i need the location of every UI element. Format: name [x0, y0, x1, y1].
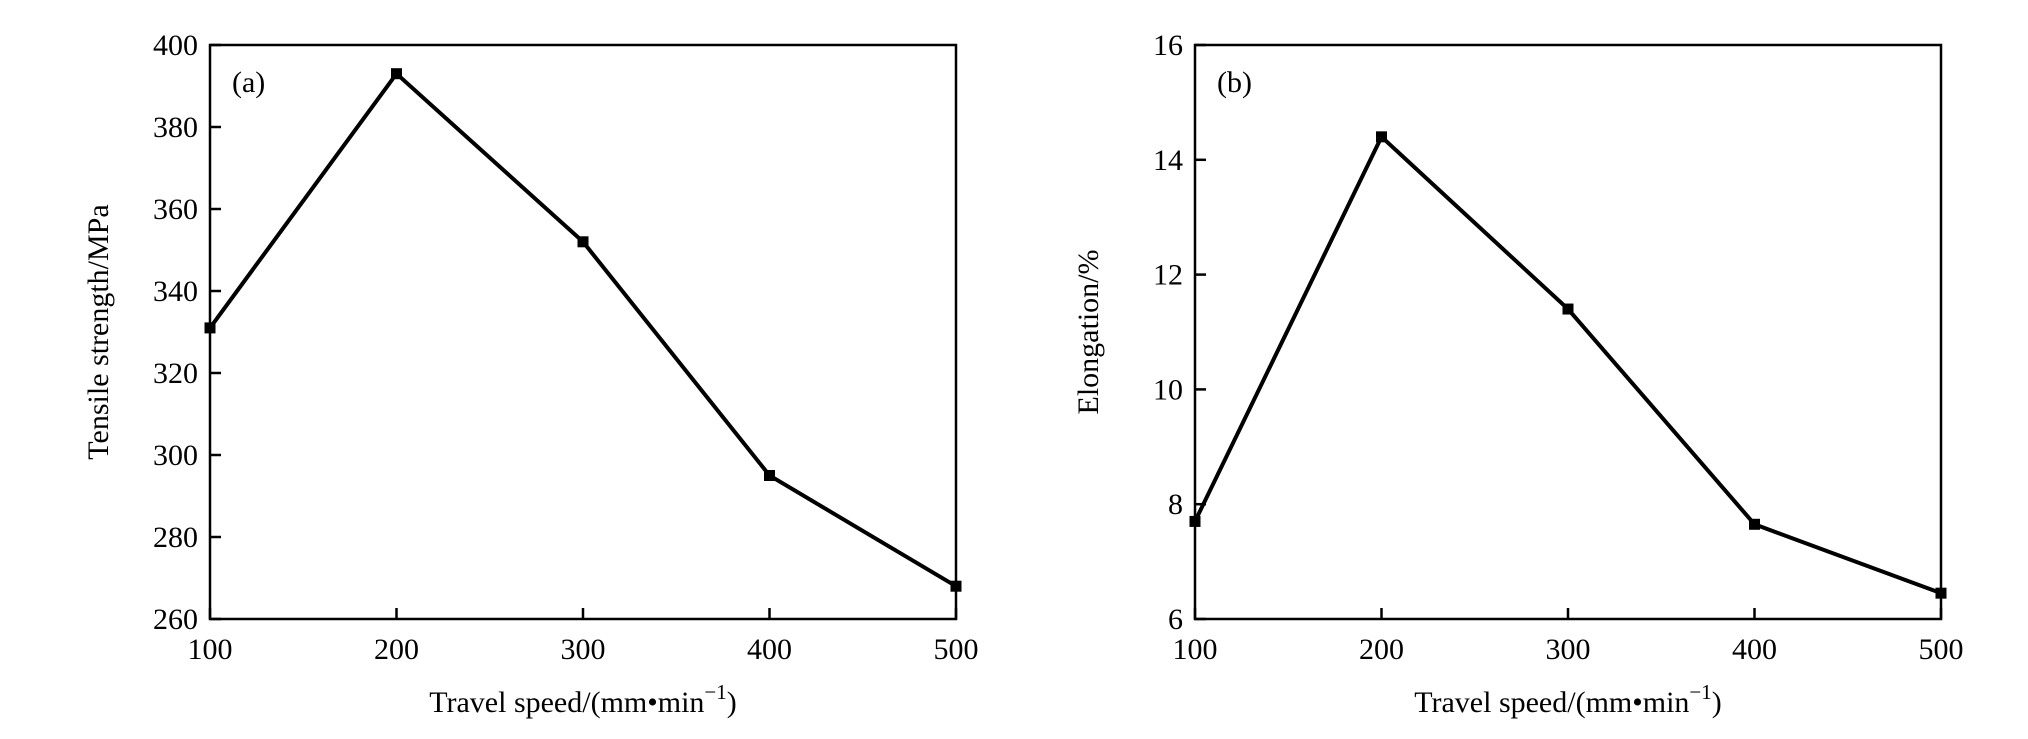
- x-tick-label-b-2: 300: [1546, 633, 1591, 666]
- series-line-b: [1193, 133, 1942, 596]
- y-tick-label-b-5: 16: [1153, 29, 1183, 62]
- markers-b: [1189, 131, 1947, 599]
- y-tick-label-b-2: 10: [1153, 373, 1183, 406]
- data-point-a-2: [577, 236, 589, 248]
- data-point-b-3: [1749, 518, 1760, 530]
- y-axis-title-a: Tensile strength/MPa: [82, 204, 115, 459]
- axis-ticks-b: 100 200 300 400 500 6 8 10 12 14 16: [1153, 29, 1964, 666]
- panel-label-a: (a): [232, 66, 265, 99]
- panel-label-b: (b): [1217, 66, 1252, 99]
- y-tick-label-a-3: 320: [153, 357, 198, 390]
- y-tick-label-b-1: 8: [1168, 488, 1183, 521]
- x-tick-label-a-1: 200: [374, 633, 419, 666]
- y-tick-label-a-7: 400: [153, 29, 198, 62]
- data-point-a-4: [950, 580, 962, 592]
- x-axis-title-b: Travel speed/(mm•min−1): [1414, 680, 1722, 719]
- y-tick-label-a-5: 360: [153, 193, 198, 226]
- x-tick-label-a-3: 400: [747, 633, 792, 666]
- y-tick-label-a-2: 300: [153, 439, 198, 472]
- axis-ticks-a: 100 200 300 400 500 260 280 300 320 340 360 380 400: [153, 29, 979, 666]
- y-tick-label-a-6: 380: [153, 111, 198, 144]
- data-point-b-0: [1189, 515, 1201, 527]
- y-tick-label-a-1: 280: [153, 521, 198, 554]
- x-tick-label-a-4: 500: [934, 633, 979, 666]
- panel-a: (a) Tensile strength/MPa Travel speed/(m…: [82, 29, 979, 719]
- x-tick-label-b-3: 400: [1732, 633, 1777, 666]
- data-point-b-4: [1935, 587, 1947, 599]
- markers-a: [204, 68, 962, 592]
- plot-frame-a: [208, 43, 958, 621]
- data-point-a-1: [391, 68, 402, 80]
- plot-frame-b: [1193, 43, 1943, 621]
- y-tick-label-b-3: 12: [1153, 259, 1183, 292]
- x-tick-label-a-2: 300: [561, 633, 606, 666]
- y-axis-title-b: Elongation/%: [1072, 250, 1105, 415]
- data-point-b-2: [1562, 303, 1574, 315]
- panel-b: (b) Elongation/% Travel speed/(mm•min−1)…: [1072, 29, 1964, 719]
- y-tick-label-b-4: 14: [1153, 144, 1183, 177]
- x-axis-title-a: Travel speed/(mm•min−1): [429, 680, 737, 719]
- x-tick-label-b-1: 200: [1359, 633, 1404, 666]
- data-point-a-3: [764, 470, 775, 481]
- data-point-b-1: [1376, 131, 1387, 143]
- x-tick-label-b-4: 500: [1919, 633, 1964, 666]
- x-tick-label-a-0: 100: [188, 633, 233, 666]
- y-tick-label-a-0: 260: [153, 603, 198, 636]
- series-line-a: [208, 70, 958, 588]
- data-point-a-0: [204, 322, 216, 334]
- y-tick-label-a-4: 340: [153, 275, 198, 308]
- x-tick-label-b-0: 100: [1173, 633, 1218, 666]
- y-tick-label-b-0: 6: [1168, 603, 1183, 636]
